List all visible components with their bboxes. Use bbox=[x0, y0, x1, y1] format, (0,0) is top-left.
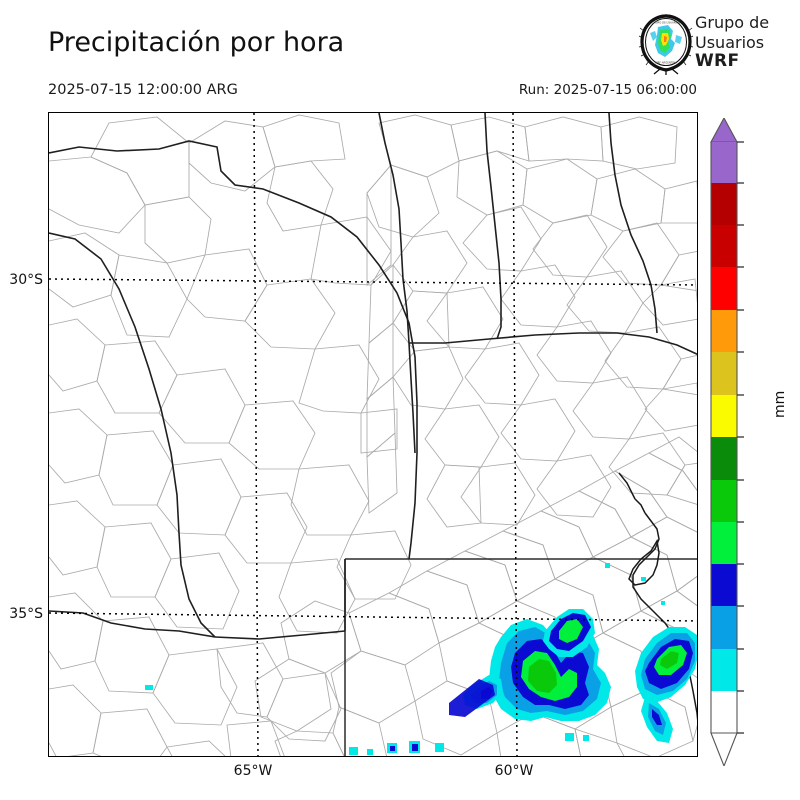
lat-gridline-35s bbox=[49, 612, 697, 622]
svg-text:GRUPO DE USUARIOS: GRUPO DE USUARIOS bbox=[652, 21, 680, 25]
precip-speck-b bbox=[583, 735, 589, 741]
logo-text: Grupo de Usuarios WRF bbox=[695, 13, 795, 75]
lat-gridline-30s bbox=[49, 278, 697, 286]
colorbar-band-1-2 bbox=[711, 606, 737, 649]
wrf-user-group-logo: GRUPO DE USUARIOS WRF ARGENTINA Grupo de… bbox=[638, 13, 798, 75]
colorbar-band-2-5 bbox=[711, 564, 737, 606]
precipitation-overlay bbox=[145, 563, 697, 755]
page-title: Precipitación por hora bbox=[48, 27, 345, 58]
precip-speck-c bbox=[349, 747, 358, 755]
precip-streak-nw bbox=[449, 679, 495, 717]
colorbar-band-20-30 bbox=[711, 395, 737, 437]
colorbar-unit-label: mm bbox=[772, 390, 788, 418]
lon-tick-65w: 65°W bbox=[233, 763, 273, 779]
precip-band-10 bbox=[528, 659, 557, 693]
logo-line-1: Grupo de bbox=[695, 13, 770, 32]
logo-line-2: Usuarios bbox=[695, 32, 765, 52]
buenos-aires-partidos bbox=[254, 436, 697, 756]
lat-tick-30s: 30°S bbox=[9, 272, 43, 288]
wrf-seal-icon: GRUPO DE USUARIOS WRF ARGENTINA bbox=[638, 14, 694, 75]
precip-speck-north-c bbox=[661, 601, 665, 605]
department-borders bbox=[49, 114, 697, 756]
precip-speck-a bbox=[565, 733, 574, 741]
map-geometry bbox=[49, 113, 697, 756]
colorbar-band-15-20 bbox=[711, 437, 737, 480]
colorbar-band-5-10 bbox=[711, 522, 737, 564]
colorbar-band-50-80 bbox=[711, 267, 737, 310]
colorbar[interactable]: 300.0 200.0 100.0 80.0 50.0 40.0 30.0 20… bbox=[710, 118, 744, 766]
lon-tick-60w: 60°W bbox=[494, 763, 534, 779]
lat-tick-35s: 35°S bbox=[9, 606, 43, 622]
graticule bbox=[49, 113, 697, 756]
colorbar-band-0p1-0p5 bbox=[711, 691, 737, 733]
precip-cell-ne-band-5 bbox=[559, 619, 583, 643]
colorbar-band-0p5-1 bbox=[711, 649, 737, 691]
precip-speck-e-core bbox=[390, 746, 395, 751]
precip-east-band-10 bbox=[660, 651, 679, 669]
colorbar-ticks bbox=[737, 141, 744, 734]
lon-gridline-65w bbox=[253, 113, 259, 756]
colorbar-band-30-40 bbox=[711, 352, 737, 395]
colorbar-band-100-200 bbox=[711, 183, 737, 225]
precip-speck-g bbox=[435, 743, 444, 752]
colorbar-band-80-100 bbox=[711, 225, 737, 267]
precip-speck-north-b bbox=[641, 577, 646, 581]
colorbar-graphic bbox=[710, 118, 744, 766]
colorbar-band-40-50 bbox=[711, 310, 737, 352]
precip-east-tail-2 bbox=[652, 709, 662, 725]
province-borders bbox=[49, 113, 697, 640]
precip-speck-north-a bbox=[605, 563, 610, 568]
precip-speck-d bbox=[367, 749, 373, 755]
precip-speck-f-core bbox=[412, 744, 418, 751]
precip-speck-west bbox=[145, 685, 153, 690]
run-time-label: Run: 2025-07-15 06:00:00 bbox=[518, 82, 697, 98]
colorbar-band-200-300 bbox=[711, 142, 737, 183]
map-canvas[interactable] bbox=[48, 112, 698, 757]
colorbar-band-10-15 bbox=[711, 480, 737, 522]
colorbar-extend-max bbox=[710, 118, 738, 143]
valid-time-label: 2025-07-15 12:00:00 ARG bbox=[48, 82, 238, 98]
colorbar-extend-min bbox=[710, 732, 738, 766]
svg-text:WRF ARGENTINA: WRF ARGENTINA bbox=[655, 61, 677, 65]
logo-line-3: WRF bbox=[695, 51, 740, 71]
